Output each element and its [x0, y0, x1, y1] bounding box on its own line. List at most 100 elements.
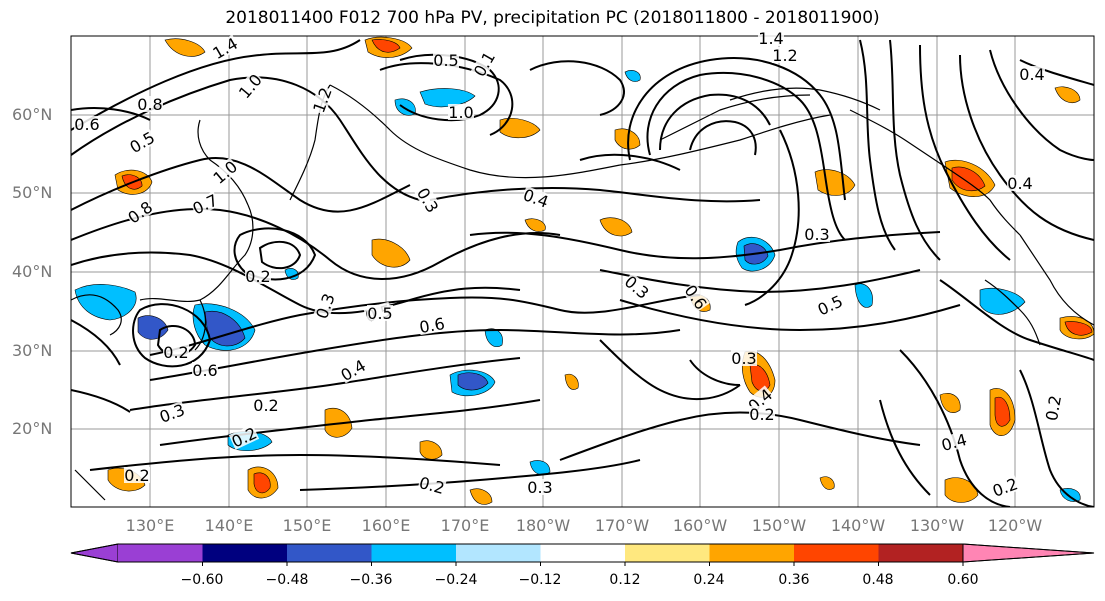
- contour-label: 0.6: [192, 361, 217, 380]
- contour-label: 1.0: [235, 70, 266, 102]
- contour-label-bg: [124, 467, 150, 483]
- precip-blob: [599, 217, 633, 237]
- precip-blob: [371, 39, 401, 53]
- colorbar-segment: [878, 544, 963, 562]
- colorbar-tick: −0.36: [349, 572, 393, 588]
- contour-label: 0.3: [157, 400, 187, 427]
- colorbar: [70, 543, 1095, 566]
- colorbar-tick: 0.36: [778, 572, 810, 588]
- contour-label-bg: [209, 157, 241, 187]
- contour-label: 0.2: [253, 396, 278, 415]
- contour-label-bg: [228, 424, 260, 450]
- contour-label-bg: [163, 344, 189, 360]
- colorbar-segment: [625, 544, 710, 562]
- precip-blob: [814, 169, 856, 196]
- contour-label: 0.3: [804, 225, 829, 244]
- precip-blob: [457, 372, 489, 391]
- colorbar-segment: [118, 544, 203, 562]
- contour-label: 1.0: [448, 103, 473, 122]
- graticule: [71, 36, 1094, 507]
- colorbar-tick: 0.24: [693, 572, 725, 588]
- contour-label-bg: [621, 272, 653, 302]
- contour-label-bg: [310, 85, 334, 115]
- contour-label-bg: [157, 401, 187, 425]
- map-title: 2018011400 F012 700 hPa PV, precipitatio…: [225, 8, 880, 28]
- contour-label-bg: [192, 362, 218, 378]
- precip-blob: [419, 88, 476, 108]
- colorbar-tick: −0.60: [180, 572, 224, 588]
- contour-label-bg: [448, 104, 474, 120]
- colorbar-segment: [287, 544, 372, 562]
- contour-label: 0.4: [939, 430, 969, 455]
- contour-label: 0.2: [990, 474, 1020, 501]
- precip-blob: [951, 166, 986, 192]
- contour-label-bg: [126, 128, 158, 156]
- precip-blob: [484, 328, 503, 348]
- contour-label-bg: [337, 356, 369, 384]
- contour-label: 0.2: [245, 267, 270, 286]
- contour-label-bg: [758, 30, 784, 46]
- lon-label: 150°E: [282, 516, 332, 535]
- contour-label: 0.4: [1007, 174, 1032, 193]
- contour-label-bg: [74, 116, 100, 132]
- map-area: [71, 36, 1094, 507]
- contour-label-bg: [1019, 66, 1045, 82]
- contour-label: 0.7: [190, 190, 221, 218]
- precip-blob: [469, 488, 493, 505]
- lon-label: 130°W: [909, 516, 965, 535]
- contour-label-bg: [313, 291, 337, 321]
- colorbar-tick: −0.24: [434, 572, 478, 588]
- lon-label: 140°W: [830, 516, 886, 535]
- lon-label: 160°W: [672, 516, 728, 535]
- precip-blob: [854, 283, 873, 308]
- colorbar-outline: [70, 543, 1095, 563]
- contour-label-bg: [731, 350, 757, 366]
- contour-label: 0.2: [163, 343, 188, 362]
- contour-label: 0.2: [749, 405, 774, 424]
- precip-blob: [74, 284, 137, 321]
- colorbar-segment: [794, 544, 879, 562]
- contour-label: 0.4: [521, 185, 551, 212]
- lon-label: 130°E: [125, 516, 175, 535]
- contour-label-bg: [1007, 175, 1033, 191]
- contour-label: 0.3: [621, 272, 653, 303]
- contour-label-bg: [681, 281, 711, 313]
- lon-label: 140°E: [204, 516, 254, 535]
- contour-label: 0.5: [433, 51, 458, 70]
- precip-blob: [564, 373, 579, 390]
- precip-blob: [944, 477, 979, 503]
- colorbar-extend-high: [962, 543, 1095, 563]
- pv-contours: [71, 39, 1094, 507]
- lat-label: 50°N: [12, 183, 53, 202]
- lon-label: 150°W: [751, 516, 807, 535]
- contour-label-bg: [433, 52, 459, 68]
- colorbar-tick: −0.48: [265, 572, 309, 588]
- precip-blob: [1054, 86, 1081, 103]
- contour-label-bg: [414, 184, 442, 216]
- lat-label: 60°N: [12, 105, 53, 124]
- colorbar-segment: [540, 544, 625, 562]
- contour-label: 0.4: [1019, 65, 1044, 84]
- lon-label: 160°E: [361, 516, 411, 535]
- contour-label-bg: [253, 397, 279, 413]
- contour-label-bg: [470, 48, 498, 80]
- contour-label-bg: [189, 191, 221, 217]
- contour-label-bg: [521, 186, 551, 210]
- colorbar-tick: 0.60: [947, 572, 979, 588]
- colorbar-tick: −0.12: [518, 572, 562, 588]
- precip-blob: [994, 396, 1011, 427]
- contour-label-bg: [235, 70, 265, 102]
- colorbar-tick: 0.48: [862, 572, 894, 588]
- colorbar-segment: [371, 544, 456, 562]
- lon-label: 180°W: [515, 516, 571, 535]
- contour-label: 0.5: [126, 128, 158, 157]
- precip-blob: [253, 472, 271, 494]
- contour-label: 0.6: [74, 115, 99, 134]
- colorbar-segment: [456, 544, 541, 562]
- contour-label: 0.5: [367, 304, 392, 323]
- contour-label: 0.2: [417, 473, 447, 498]
- contour-label: 0.2: [124, 466, 149, 485]
- contour-label-bg: [772, 47, 798, 63]
- contour-label: 0.2: [1042, 394, 1065, 422]
